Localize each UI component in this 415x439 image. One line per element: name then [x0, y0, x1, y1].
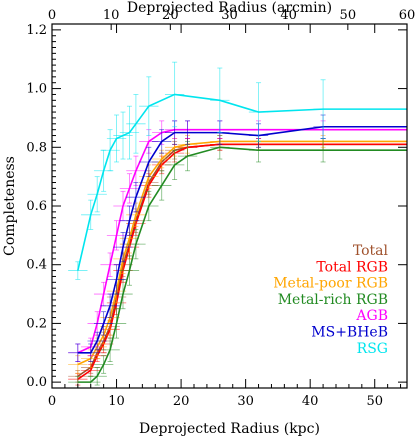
x2-tick-label: 20	[162, 8, 179, 23]
series-metal-rich-rgb	[68, 135, 407, 389]
x-tick-label: 20	[173, 394, 190, 409]
x-axis-title: Deprojected Radius (kpc)	[139, 421, 320, 437]
x2-tick-label: 10	[103, 8, 120, 23]
x-tick-label: 30	[237, 394, 254, 409]
x-tick-label: 50	[366, 394, 383, 409]
x-tick-label: 10	[108, 394, 125, 409]
legend-entry: Total	[353, 243, 389, 259]
legend-entry: MS+BHeB	[311, 325, 388, 341]
x2-tick-label: 40	[280, 8, 297, 23]
axis-ticks: 0 10 20 30 40 50 0 10 20 30 40 50 60 0.0 0.2 0.4 0.6 0.8 1…	[26, 8, 415, 409]
x-tick-label: 0	[48, 394, 56, 409]
y-tick-label: 1.2	[26, 23, 47, 38]
legend-entry: AGB	[355, 308, 388, 324]
x2-tick-label: 60	[399, 8, 415, 23]
y-tick-label: 0.0	[26, 375, 47, 390]
y-axis-title: Completeness	[2, 156, 18, 256]
legend-entry: Metal-poor RGB	[273, 276, 388, 292]
y-tick-label: 0.8	[26, 140, 47, 155]
legend-entry: Total RGB	[316, 259, 388, 275]
chart-series-layer	[68, 61, 407, 389]
series-rsg	[68, 61, 407, 280]
top-axis-title: Deprojected Radius (arcmin)	[127, 0, 332, 16]
y-tick-label: 0.2	[26, 316, 47, 331]
y-tick-label: 0.6	[26, 199, 47, 214]
legend-entry: Metal-rich RGB	[278, 292, 388, 308]
x2-tick-label: 30	[221, 8, 238, 23]
y-tick-label: 0.4	[26, 258, 47, 273]
y-tick-label: 1.0	[26, 82, 47, 97]
x2-tick-label: 0	[48, 8, 56, 23]
x2-tick-label: 50	[340, 8, 357, 23]
legend-entry: RSG	[357, 341, 388, 357]
x-tick-label: 40	[302, 394, 319, 409]
